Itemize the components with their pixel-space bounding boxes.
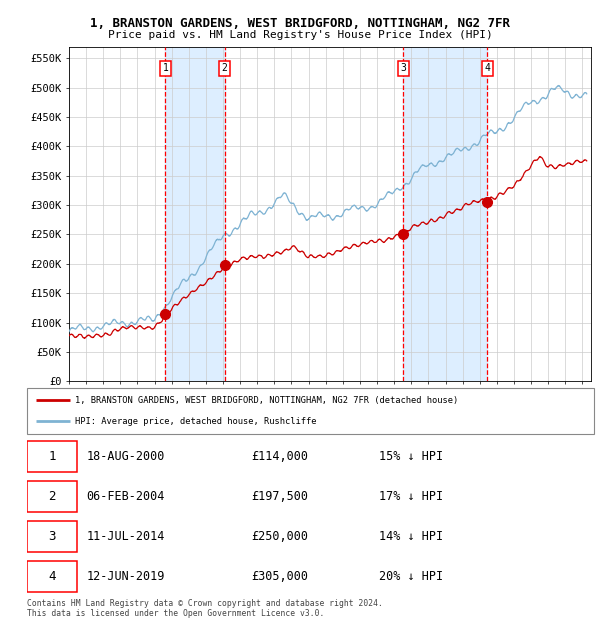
Bar bbox=[166, 46, 225, 381]
Text: Contains HM Land Registry data © Crown copyright and database right 2024.
This d: Contains HM Land Registry data © Crown c… bbox=[27, 599, 383, 618]
Text: 18-AUG-2000: 18-AUG-2000 bbox=[86, 450, 165, 463]
Text: 1: 1 bbox=[48, 450, 56, 463]
Text: 17% ↓ HPI: 17% ↓ HPI bbox=[379, 490, 443, 503]
Text: 1, BRANSTON GARDENS, WEST BRIDGFORD, NOTTINGHAM, NG2 7FR (detached house): 1, BRANSTON GARDENS, WEST BRIDGFORD, NOT… bbox=[75, 396, 458, 405]
Text: 2: 2 bbox=[48, 490, 56, 503]
Text: 06-FEB-2004: 06-FEB-2004 bbox=[86, 490, 165, 503]
Text: 1: 1 bbox=[163, 63, 168, 73]
FancyBboxPatch shape bbox=[27, 521, 77, 552]
Text: £250,000: £250,000 bbox=[251, 530, 308, 543]
Text: 14% ↓ HPI: 14% ↓ HPI bbox=[379, 530, 443, 543]
Text: 4: 4 bbox=[48, 570, 56, 583]
Text: £114,000: £114,000 bbox=[251, 450, 308, 463]
Text: £197,500: £197,500 bbox=[251, 490, 308, 503]
FancyBboxPatch shape bbox=[27, 441, 77, 472]
Text: Price paid vs. HM Land Registry's House Price Index (HPI): Price paid vs. HM Land Registry's House … bbox=[107, 30, 493, 40]
Bar bbox=[403, 46, 487, 381]
Text: 15% ↓ HPI: 15% ↓ HPI bbox=[379, 450, 443, 463]
Text: 3: 3 bbox=[48, 530, 56, 543]
Text: HPI: Average price, detached house, Rushcliffe: HPI: Average price, detached house, Rush… bbox=[75, 417, 317, 426]
Text: 3: 3 bbox=[400, 63, 406, 73]
Text: 12-JUN-2019: 12-JUN-2019 bbox=[86, 570, 165, 583]
FancyBboxPatch shape bbox=[27, 481, 77, 511]
FancyBboxPatch shape bbox=[27, 388, 594, 434]
Text: 11-JUL-2014: 11-JUL-2014 bbox=[86, 530, 165, 543]
Text: 1, BRANSTON GARDENS, WEST BRIDGFORD, NOTTINGHAM, NG2 7FR: 1, BRANSTON GARDENS, WEST BRIDGFORD, NOT… bbox=[90, 17, 510, 30]
Text: 2: 2 bbox=[222, 63, 227, 73]
Text: 4: 4 bbox=[485, 63, 490, 73]
FancyBboxPatch shape bbox=[27, 561, 77, 591]
Text: £305,000: £305,000 bbox=[251, 570, 308, 583]
Text: 20% ↓ HPI: 20% ↓ HPI bbox=[379, 570, 443, 583]
